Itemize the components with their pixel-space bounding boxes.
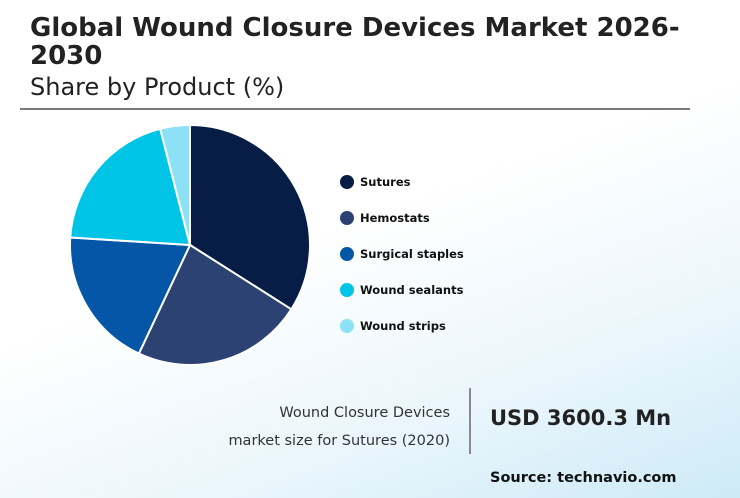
stat-label-line-1: Wound Closure Devices bbox=[279, 405, 450, 421]
legend-item-sutures: Sutures bbox=[340, 172, 464, 192]
legend-item-wound-strips: Wound strips bbox=[340, 316, 464, 336]
pie-slice-wound-sealants bbox=[69, 127, 192, 247]
legend-swatch-wound-sealants bbox=[340, 283, 354, 297]
stat-label-line-2: market size for Sutures (2020) bbox=[228, 433, 450, 449]
chart-subtitle: Share by Product (%) bbox=[30, 73, 285, 101]
legend-label-sutures: Sutures bbox=[360, 175, 411, 189]
pie-chart bbox=[69, 123, 311, 366]
legend-label-hemostats: Hemostats bbox=[360, 211, 430, 225]
pie-slice-surgical-staples bbox=[69, 236, 192, 355]
legend-swatch-sutures bbox=[340, 175, 354, 189]
legend-item-surgical-staples: Surgical staples bbox=[340, 244, 464, 264]
legend-item-hemostats: Hemostats bbox=[340, 208, 464, 228]
source-credit: Source: technavio.com bbox=[490, 470, 677, 486]
legend-label-wound-strips: Wound strips bbox=[360, 319, 446, 333]
pie-slice-hemostats bbox=[137, 243, 293, 366]
chart-title: Global Wound Closure Devices Market 2026… bbox=[30, 13, 680, 71]
stat-divider bbox=[469, 388, 471, 454]
legend-swatch-hemostats bbox=[340, 211, 354, 225]
legend-label-surgical-staples: Surgical staples bbox=[360, 247, 464, 261]
title-divider bbox=[20, 108, 690, 110]
stat-value: USD 3600.3 Mn bbox=[490, 406, 672, 430]
stat-label: Wound Closure Devices market size for Su… bbox=[228, 399, 450, 455]
legend-label-wound-sealants: Wound sealants bbox=[360, 283, 464, 297]
legend-swatch-wound-strips bbox=[340, 319, 354, 333]
pie-slice-wound-strips bbox=[158, 123, 191, 246]
legend: Sutures Hemostats Surgical staples Wound se… bbox=[340, 172, 464, 352]
legend-swatch-surgical-staples bbox=[340, 247, 354, 261]
legend-item-wound-sealants: Wound sealants bbox=[340, 280, 464, 300]
